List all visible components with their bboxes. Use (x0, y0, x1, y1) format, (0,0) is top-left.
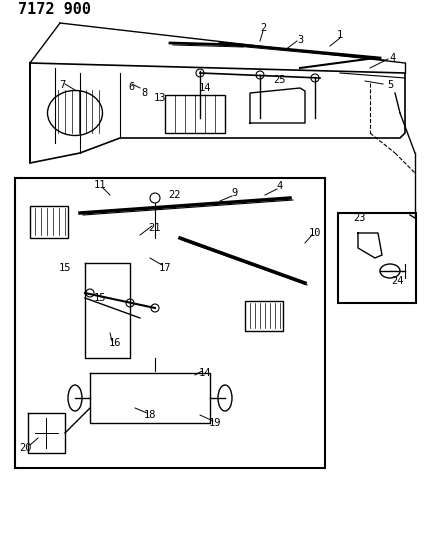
Bar (245, 301, 283, 331)
Text: 20: 20 (19, 443, 31, 453)
Text: 8: 8 (142, 88, 148, 98)
Text: 21: 21 (149, 223, 161, 233)
Circle shape (150, 193, 160, 203)
Text: 6: 6 (129, 82, 135, 92)
Text: 22: 22 (169, 190, 181, 200)
Text: 2: 2 (260, 23, 266, 33)
Text: 16: 16 (109, 338, 121, 348)
Text: 14: 14 (199, 368, 211, 378)
Bar (30, 206, 68, 238)
Text: 24: 24 (392, 276, 404, 286)
Text: 18: 18 (144, 410, 156, 420)
Bar (165, 95, 225, 133)
Text: 7172 900: 7172 900 (18, 3, 91, 18)
Bar (338, 213, 416, 303)
Text: 9: 9 (232, 188, 238, 198)
Text: 5: 5 (387, 80, 393, 90)
Text: 15: 15 (59, 263, 71, 273)
Text: 17: 17 (159, 263, 171, 273)
Bar (15, 178, 325, 468)
Text: 13: 13 (154, 93, 166, 103)
Text: 15: 15 (94, 293, 106, 303)
Text: 3: 3 (297, 35, 303, 45)
Text: 10: 10 (309, 228, 321, 238)
Text: 14: 14 (199, 83, 211, 93)
Text: 11: 11 (94, 180, 106, 190)
Text: 1: 1 (337, 30, 343, 40)
Text: 4: 4 (390, 53, 396, 63)
Text: 23: 23 (354, 213, 366, 223)
Text: 19: 19 (209, 418, 221, 428)
Text: 4: 4 (277, 181, 283, 191)
Text: 25: 25 (274, 75, 286, 85)
Text: 7: 7 (59, 80, 65, 90)
